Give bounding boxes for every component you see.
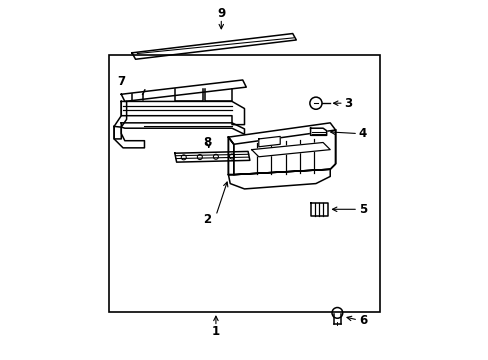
Polygon shape — [258, 136, 280, 147]
Polygon shape — [228, 123, 335, 144]
Text: 5: 5 — [358, 203, 366, 216]
Polygon shape — [121, 80, 246, 102]
Text: 8: 8 — [203, 136, 211, 149]
Text: 2: 2 — [203, 213, 211, 226]
Text: 4: 4 — [358, 127, 366, 140]
Polygon shape — [228, 137, 233, 175]
Text: 1: 1 — [211, 325, 220, 338]
Polygon shape — [114, 126, 144, 148]
Text: 3: 3 — [344, 97, 352, 110]
Polygon shape — [205, 89, 231, 102]
Polygon shape — [114, 102, 126, 139]
Polygon shape — [175, 152, 249, 162]
Polygon shape — [132, 33, 296, 59]
Polygon shape — [121, 123, 244, 134]
Bar — [108, 55, 380, 312]
Polygon shape — [251, 143, 329, 157]
Polygon shape — [228, 169, 329, 189]
Text: 6: 6 — [358, 314, 366, 327]
Text: 7: 7 — [117, 75, 125, 88]
Polygon shape — [175, 89, 203, 102]
Polygon shape — [310, 203, 328, 216]
Polygon shape — [228, 130, 335, 175]
Polygon shape — [310, 128, 326, 135]
Polygon shape — [121, 102, 244, 125]
Text: 9: 9 — [217, 8, 225, 21]
